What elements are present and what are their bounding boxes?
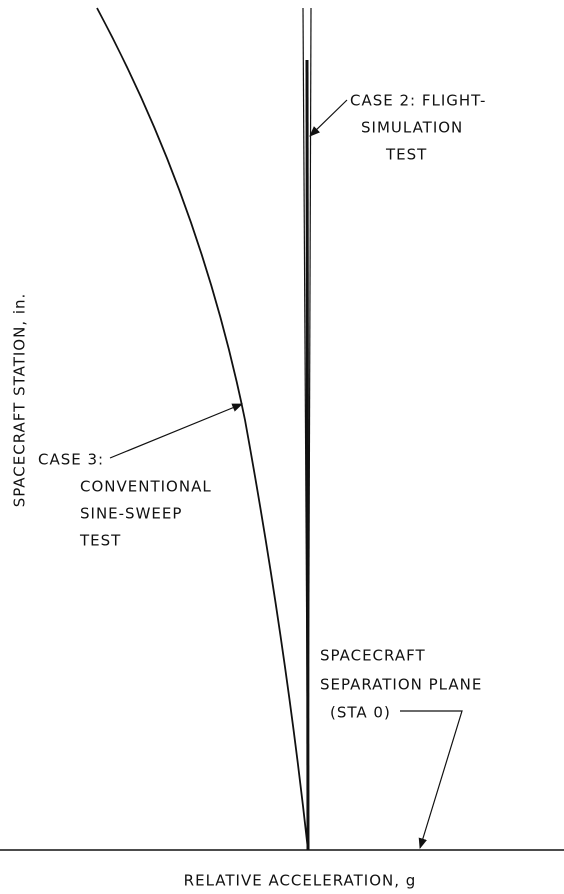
annotation: CASE 3: [38,451,104,469]
plane-leader [400,710,463,850]
case2-leader [309,99,348,137]
y-axis-label: SPACECRAFT STATION, in. [11,293,29,508]
case2-line [305,59,310,851]
annotation: SINE-SWEEP [80,505,182,523]
annotation: SIMULATION [361,119,463,137]
annotation: TEST [385,146,427,164]
annotation: SEPARATION PLANE [320,676,482,694]
annotation: (STA 0) [330,704,391,722]
case3-curve [96,7,309,851]
annotation: TEST [79,532,121,550]
x-axis-label: RELATIVE ACCELERATION, g [184,872,417,890]
annotation: CONVENTIONAL [80,478,212,496]
annotation: SPACECRAFT [320,647,426,665]
annotation: CASE 2: FLIGHT- [350,92,486,110]
case3-leader [109,403,243,459]
